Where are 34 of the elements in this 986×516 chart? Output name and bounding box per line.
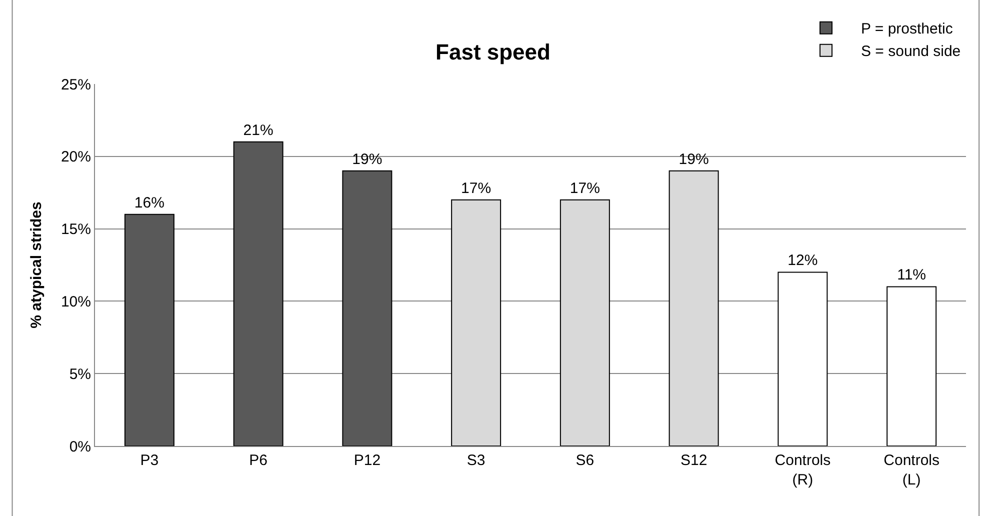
bar: [233, 141, 284, 446]
legend-label: P = prosthetic: [861, 20, 954, 38]
bar: [886, 286, 937, 446]
x-tick-label: P3: [140, 452, 159, 469]
data-label: 12%: [788, 252, 818, 270]
y-tick-label: 25%: [60, 76, 91, 94]
bar: [668, 170, 719, 446]
bar: [560, 199, 610, 446]
data-label: 19%: [678, 150, 709, 168]
bar: [124, 214, 174, 446]
data-label: 19%: [352, 150, 382, 168]
data-label: 17%: [461, 180, 492, 197]
y-tick-label: 0%: [69, 438, 91, 456]
data-label: 16%: [134, 194, 164, 212]
y-tick-label: 10%: [60, 293, 91, 310]
y-tick-label: 20%: [60, 148, 91, 166]
x-tick-label: S12: [680, 452, 708, 469]
data-label: 17%: [570, 180, 600, 197]
x-tick-label: S6: [576, 452, 594, 469]
x-tick-label: P6: [249, 452, 268, 469]
data-label: 11%: [897, 266, 926, 284]
data-label: 21%: [243, 122, 274, 139]
bar: [342, 170, 392, 446]
y-tick-label: 15%: [60, 221, 91, 238]
x-tick-label: S3: [466, 452, 486, 469]
x-tick-label: P12: [354, 452, 381, 469]
legend-label: S = sound side: [861, 43, 961, 60]
y-axis-title: % atypical strides: [28, 202, 46, 328]
chart-title: Fast speed: [436, 39, 550, 64]
bar: [451, 199, 502, 446]
x-tick-label: Controls (L): [884, 452, 940, 488]
x-tick-label: Controls (R): [774, 452, 831, 488]
bar: [778, 272, 828, 446]
y-tick-label: 5%: [69, 366, 91, 383]
